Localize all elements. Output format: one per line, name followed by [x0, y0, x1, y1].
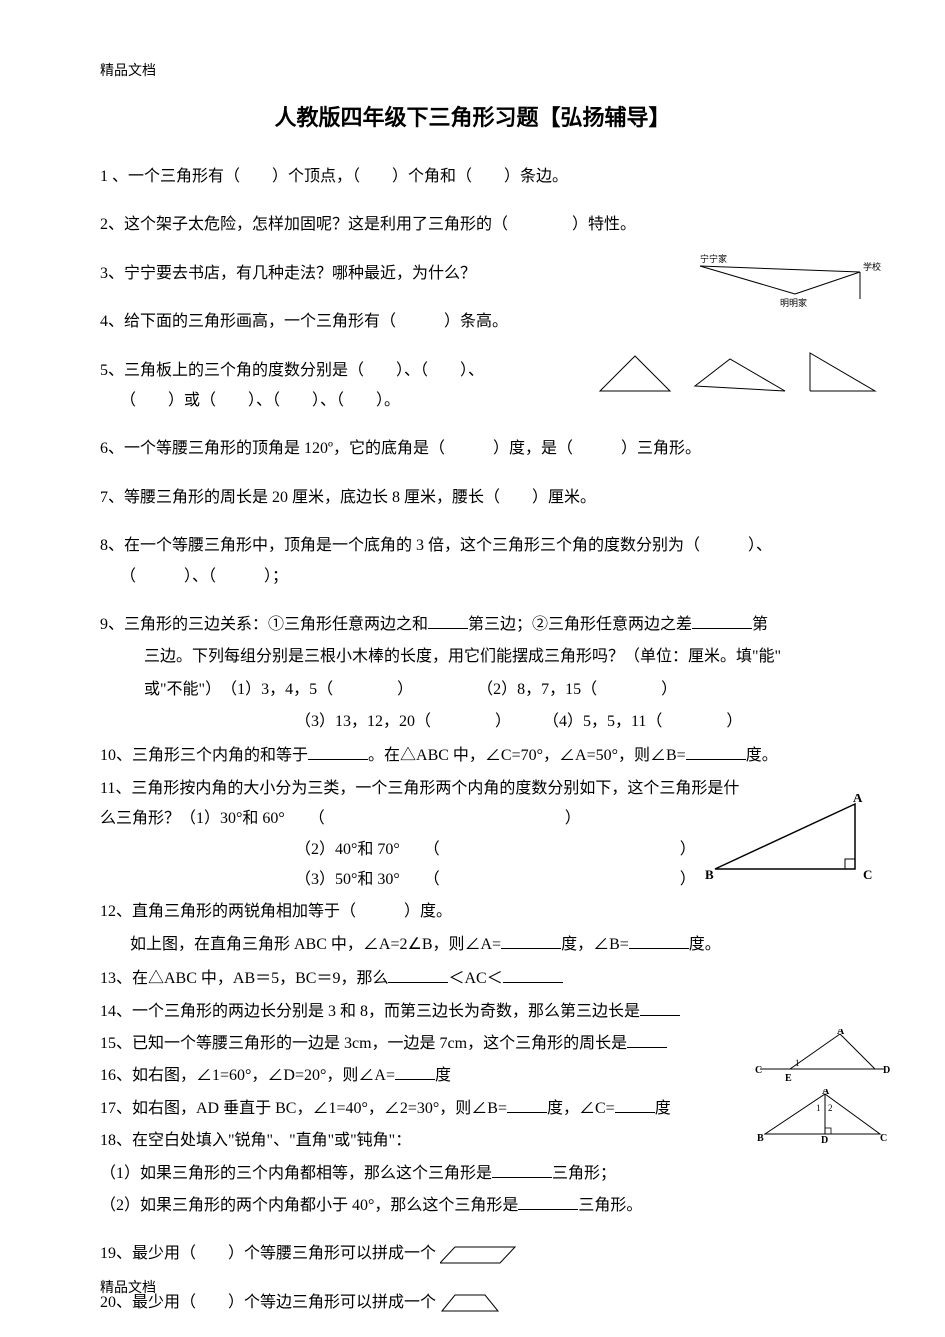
q3-diagram: 宁宁家 学校 明明家	[685, 254, 885, 309]
q13-pre: 13、在△ABC 中，AB＝5，BC＝9，那么	[100, 970, 388, 987]
label-C: C	[880, 1133, 887, 1144]
label-C: C	[863, 867, 872, 882]
blank	[388, 967, 448, 983]
question-4: 4、给下面的三角形画高，一个三角形有（ ）条高。	[100, 307, 845, 337]
q15-pre: 15、已知一个等腰三角形的一边是 3cm，一边是 7cm，这个三角形的周长是	[100, 1035, 627, 1052]
label-D: D	[883, 1065, 890, 1076]
q16-end: 度	[435, 1067, 451, 1084]
label-A: A	[853, 794, 863, 805]
trapezoid-icon	[440, 1292, 500, 1314]
q10-pre: 10、三角形三个内角的和等于	[100, 747, 308, 764]
q16-pre: 16、如右图，∠1=60°，∠D=20°，则∠A=	[100, 1067, 395, 1084]
question-3: 3、宁宁要去书店，有几种走法？哪种最近，为什么？ 宁宁家 学校 明明家	[100, 259, 845, 289]
question-9: 9、三角形的三边关系：①三角形任意两边之和 第三边；②三角形任意两边之差 第	[100, 610, 845, 640]
q17-mid: 度，∠C=	[547, 1100, 615, 1117]
q9-end: 第	[752, 616, 768, 633]
label-B: B	[705, 867, 714, 882]
q10-mid: 。在△ABC 中，∠C=70°，∠A=50°，则∠B=	[368, 747, 686, 764]
label-B: B	[757, 1133, 764, 1144]
label-1: 1	[795, 1058, 800, 1068]
q18c-end: 三角形。	[578, 1197, 642, 1214]
page-title: 人教版四年级下三角形习题【弘扬辅导】	[100, 100, 845, 132]
q12b-end: 度。	[689, 936, 721, 953]
question-15: 15、已知一个等腰三角形的一边是 3cm，一边是 7cm，这个三角形的周长是 A…	[100, 1029, 845, 1059]
q9-pre: 9、三角形的三边关系：①三角形任意两边之和	[100, 616, 428, 633]
q12b-pre: 如上图，在直角三角形 ABC 中，∠A=2∠B，则∠A=	[130, 936, 501, 953]
label-mingming: 明明家	[780, 297, 807, 308]
q18b-end: 三角形；	[552, 1165, 616, 1182]
q9-line4: （3）13，12，20（ ） （4）5，5，11（ ）	[100, 707, 845, 737]
blank	[640, 1000, 680, 1016]
question-18b: （1）如果三角形的三个内角都相等，那么这个三角形是 三角形；	[100, 1159, 845, 1189]
blank	[627, 1032, 667, 1048]
question-19: 19、最少用（ ）个等腰三角形可以拼成一个	[100, 1239, 845, 1269]
question-12: 12、直角三角形的两锐角相加等于（ ）度。	[100, 897, 845, 927]
blank	[492, 1162, 552, 1178]
q16-diagram: A C D E 1	[755, 1029, 895, 1084]
q17-pre: 17、如右图，AD 垂直于 BC，∠1=40°，∠2=30°，则∠B=	[100, 1100, 507, 1117]
question-8: 8、在一个等腰三角形中，顶角是一个底角的 3 倍，这个三角形三个角的度数分别为（…	[100, 531, 845, 592]
footer-note: 精品文档	[100, 1277, 156, 1297]
q10-end: 度。	[746, 747, 778, 764]
label-2: 2	[828, 1103, 833, 1113]
blank	[503, 967, 563, 983]
question-11: 11、三角形按内角的大小分为三类，一个三角形两个内角的度数分别如下，这个三角形是…	[100, 774, 845, 896]
header-note: 精品文档	[100, 60, 845, 80]
q12b-mid: 度，∠B=	[561, 936, 629, 953]
question-16: 16、如右图，∠1=60°，∠D=20°，则∠A= 度	[100, 1061, 845, 1091]
blank	[686, 744, 746, 760]
label-1: 1	[816, 1103, 821, 1113]
question-1: 1 、一个三角形有（ ）个顶点，（ ）个角和（ ）条边。	[100, 162, 845, 192]
question-18a: 18、在空白处填入"锐角"、"直角"或"钝角"：	[100, 1126, 845, 1156]
label-school: 学校	[863, 261, 881, 272]
question-6: 6、一个等腰三角形的顶角是 120º，它的底角是（ ）度，是（ ）三角形。	[100, 434, 845, 464]
blank	[501, 933, 561, 949]
blank	[518, 1194, 578, 1210]
label-E: E	[785, 1073, 792, 1084]
question-14: 14、一个三角形的两边长分别是 3 和 8，而第三边长为奇数，那么第三边长是	[100, 997, 845, 1027]
q17-end: 度	[655, 1100, 671, 1117]
q17-diagram: A B C D 1 2	[755, 1089, 895, 1144]
label-A: A	[837, 1029, 845, 1037]
question-20: 20、最少用（ ）个等边三角形可以拼成一个	[100, 1288, 845, 1318]
label-ningning: 宁宁家	[700, 254, 727, 264]
question-5: 5、三角板上的三个角的度数分别是（ ）、（ ）、 （ ）或（ ）、（ ）、（ ）…	[100, 356, 845, 417]
blank	[395, 1064, 435, 1080]
q19-text: 19、最少用（ ）个等腰三角形可以拼成一个	[100, 1245, 436, 1262]
q3-text: 3、宁宁要去书店，有几种走法？哪种最近，为什么？	[100, 265, 476, 282]
label-A: A	[822, 1089, 830, 1097]
label-D: D	[821, 1135, 828, 1144]
blank	[308, 744, 368, 760]
q9-mid: 第三边；②三角形任意两边之差	[468, 616, 692, 633]
question-13: 13、在△ABC 中，AB＝5，BC＝9，那么 ＜AC＜	[100, 964, 845, 994]
blank	[629, 933, 689, 949]
q8-line1: 8、在一个等腰三角形中，顶角是一个底角的 3 倍，这个三角形三个角的度数分别为（…	[100, 531, 845, 561]
blank	[692, 613, 752, 629]
q12-line2: 如上图，在直角三角形 ABC 中，∠A=2∠B，则∠A= 度，∠B= 度。	[100, 930, 845, 960]
blank	[615, 1097, 655, 1113]
parallelogram-icon	[440, 1244, 520, 1266]
q18c-pre: （2）如果三角形的两个内角都小于 40°，那么这个三角形是	[100, 1197, 518, 1214]
label-C: C	[755, 1065, 762, 1076]
question-7: 7、等腰三角形的周长是 20 厘米，底边长 8 厘米，腰长（ ）厘米。	[100, 483, 845, 513]
blank	[428, 613, 468, 629]
q13-mid: ＜AC＜	[448, 970, 502, 987]
q11-right-triangle: A B C	[705, 794, 885, 884]
question-18c: （2）如果三角形的两个内角都小于 40°，那么这个三角形是 三角形。	[100, 1191, 845, 1221]
question-17: 17、如右图，AD 垂直于 BC，∠1=40°，∠2=30°，则∠B= 度，∠C=…	[100, 1094, 845, 1124]
q18b-pre: （1）如果三角形的三个内角都相等，那么这个三角形是	[100, 1165, 492, 1182]
q8-line2: （ ）、（ ）；	[100, 562, 845, 592]
q9-line3: 或"不能"） （1）3，4，5（ ） （2）8，7，15（ ）	[100, 675, 845, 705]
q5-triangles	[595, 351, 885, 401]
blank	[507, 1097, 547, 1113]
question-2: 2、这个架子太危险，怎样加固呢？这是利用了三角形的（ ）特性。	[100, 210, 845, 240]
q9-line2: 三边。下列每组分别是三根小木棒的长度，用它们能摆成三角形吗？（单位：厘米。填"能…	[100, 642, 845, 672]
q14-pre: 14、一个三角形的两边长分别是 3 和 8，而第三边长为奇数，那么第三边长是	[100, 1003, 640, 1020]
question-10: 10、三角形三个内角的和等于 。在△ABC 中，∠C=70°，∠A=50°，则∠B…	[100, 741, 845, 771]
